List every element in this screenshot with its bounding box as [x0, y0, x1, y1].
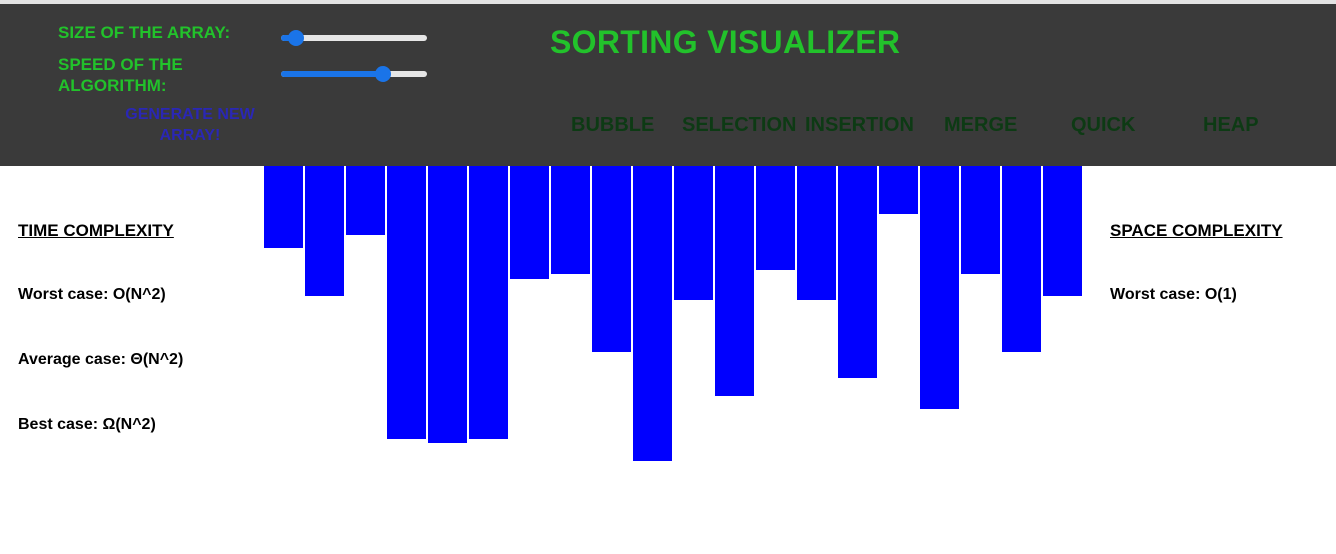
array-bar: [1002, 166, 1041, 352]
array-bar: [838, 166, 877, 378]
array-bar: [633, 166, 672, 461]
slider-thumb[interactable]: [374, 66, 391, 82]
array-bar: [428, 166, 467, 443]
space-worst-case: Worst case: O(1): [1110, 286, 1237, 303]
bubble-sort-button[interactable]: BUBBLE: [571, 114, 655, 136]
slider-thumb[interactable]: [287, 30, 304, 46]
array-bar: [797, 166, 836, 300]
array-bar: [305, 166, 344, 296]
time-complexity-heading: TIME COMPLEXITY: [18, 221, 174, 240]
array-bar: [961, 166, 1000, 274]
space-complexity-heading: SPACE COMPLEXITY: [1110, 221, 1283, 240]
array-bar: [715, 166, 754, 396]
array-bar: [264, 166, 303, 248]
array-bar: [551, 166, 590, 274]
selection-sort-button[interactable]: SELECTION: [682, 114, 797, 136]
time-best-case: Best case: Ω(N^2): [18, 416, 156, 433]
algorithm-speed-label: SPEED OF THE ALGORITHM:: [58, 55, 183, 95]
array-size-slider[interactable]: [281, 30, 427, 46]
array-bar: [1043, 166, 1082, 296]
navbar: SIZE OF THE ARRAY: SPEED OF THE ALGORITH…: [0, 4, 1336, 166]
time-average-case: Average case: Θ(N^2): [18, 351, 184, 368]
merge-sort-button[interactable]: MERGE: [944, 114, 1018, 136]
time-worst-case: Worst case: O(N^2): [18, 286, 166, 303]
array-bar: [674, 166, 713, 300]
array-bar: [387, 166, 426, 439]
array-bar: [756, 166, 795, 270]
page-title: SORTING VISUALIZER: [550, 24, 901, 60]
array-bar: [920, 166, 959, 409]
array-bar: [469, 166, 508, 439]
array-bar: [879, 166, 918, 214]
array-size-label: SIZE OF THE ARRAY:: [58, 23, 231, 42]
slider-fill: [281, 71, 383, 77]
array-bar: [346, 166, 385, 235]
quick-sort-button[interactable]: QUICK: [1071, 114, 1136, 136]
array-bar: [510, 166, 549, 279]
window-top-border: [0, 0, 1336, 4]
heap-sort-button[interactable]: HEAP: [1203, 114, 1259, 136]
generate-new-array-button[interactable]: GENERATE NEW ARRAY!: [110, 104, 270, 146]
slider-track: [281, 35, 427, 41]
insertion-sort-button[interactable]: INSERTION: [805, 114, 914, 136]
array-bar: [592, 166, 631, 352]
algorithm-speed-slider[interactable]: [281, 66, 427, 82]
